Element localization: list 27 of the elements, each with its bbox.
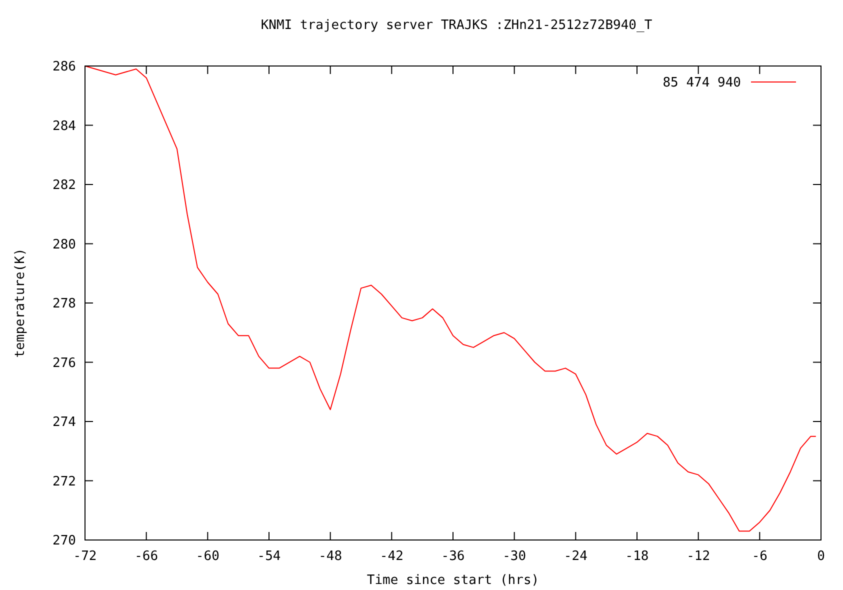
- y-axis-title: temperature(K): [13, 248, 28, 358]
- y-tick-label: 282: [52, 178, 76, 194]
- x-tick-label: -30: [502, 549, 526, 564]
- x-tick-label: -60: [196, 549, 220, 564]
- y-tick-label: 274: [52, 415, 76, 430]
- x-tick-label: -48: [318, 549, 342, 564]
- line-series: [84, 66, 816, 532]
- x-tick-label: -66: [134, 549, 158, 564]
- x-tick-label: 0: [817, 549, 825, 564]
- x-tick-label: -18: [625, 549, 649, 564]
- y-tick-label: 276: [52, 356, 76, 371]
- y-tick-label: 278: [52, 296, 76, 312]
- chart-title: KNMI trajectory server TRAJKS :ZHn21-2512z72B940_T: [260, 18, 652, 33]
- x-tick-label: -36: [441, 549, 465, 564]
- y-tick-label: 280: [52, 237, 76, 252]
- x-tick-label: -54: [257, 549, 281, 564]
- x-tick-label: -6: [752, 549, 768, 564]
- legend-label: 85 474 940: [662, 76, 741, 91]
- x-axis-title: Time since start (hrs): [366, 573, 540, 588]
- y-tick-label: 284: [52, 118, 76, 134]
- y-tick-label: 272: [52, 474, 76, 490]
- x-tick-label: -42: [380, 549, 404, 564]
- y-tick-label: 270: [52, 534, 76, 549]
- x-tick-label: -24: [564, 549, 588, 564]
- y-tick-label: 286: [52, 60, 76, 75]
- x-tick-label: -12: [686, 549, 710, 564]
- x-tick-label: -72: [73, 549, 97, 564]
